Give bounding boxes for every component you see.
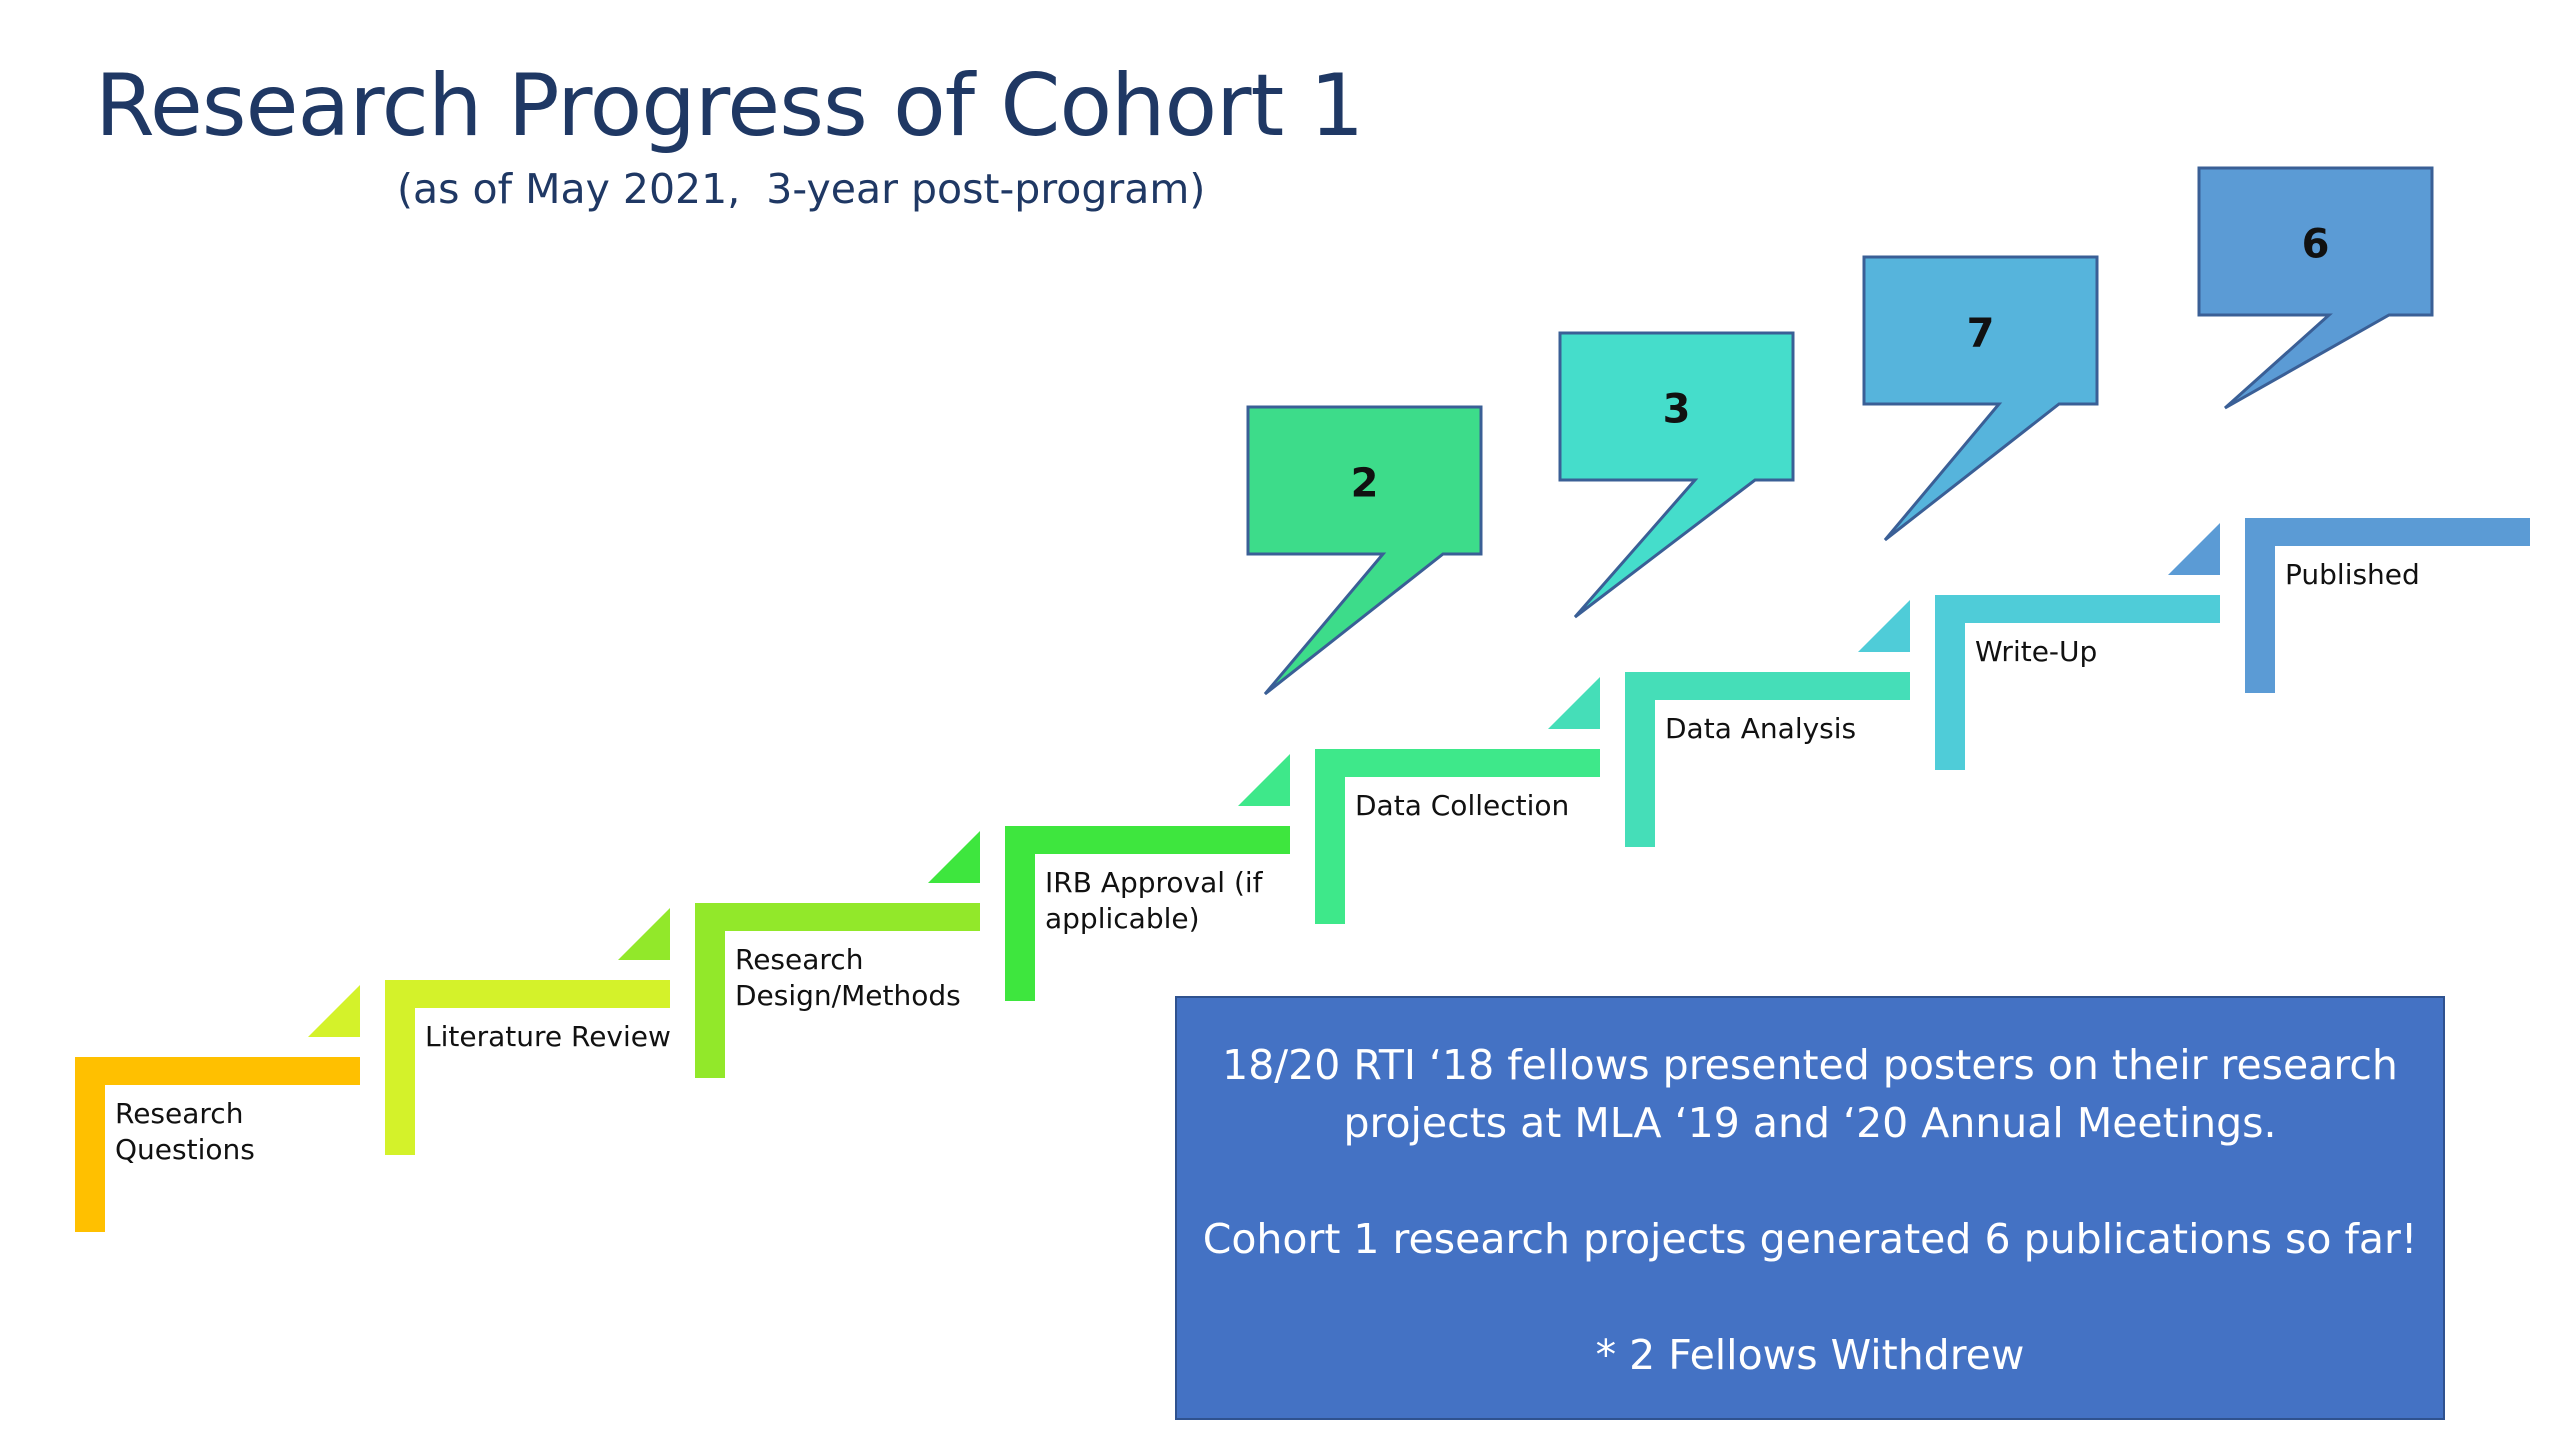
step-leg	[1315, 749, 1345, 924]
callout-number: 6	[2302, 222, 2330, 268]
step-8: Published	[2245, 518, 2530, 693]
step-bar	[1625, 672, 1910, 700]
callout-number: 2	[1351, 461, 1379, 507]
callout-number: 7	[1967, 311, 1995, 357]
step-label-line: Write-Up	[1975, 635, 2097, 668]
callout-4: 6	[2197, 166, 2434, 410]
step-label-line: Questions	[115, 1133, 255, 1166]
step-corner-triangle	[1238, 754, 1290, 806]
callout-bubble	[2197, 166, 2434, 410]
callout-number: 3	[1663, 387, 1691, 433]
step-label: Research Design/Methods	[735, 943, 961, 1012]
callout-1: 2	[1246, 405, 1483, 696]
step-leg	[1005, 826, 1035, 1001]
step-leg	[1625, 672, 1655, 847]
step-label: Published	[2285, 558, 2420, 591]
step-bar	[1935, 595, 2220, 623]
step-leg	[695, 903, 725, 1078]
step-leg	[1935, 595, 1965, 770]
step-corner-triangle	[2168, 523, 2220, 575]
summary-posters-text: 18/20 RTI ‘18 fellows presented posters …	[1222, 1041, 2398, 1147]
step-label: IRB Approval (if applicable)	[1045, 866, 1264, 935]
step-3: Research Design/Methods	[695, 831, 980, 1078]
step-bar	[1005, 826, 1290, 854]
step-label-line: Data Analysis	[1665, 712, 1856, 745]
step-bar	[695, 903, 980, 931]
step-label-line: Published	[2285, 558, 2420, 591]
step-corner-triangle	[618, 908, 670, 960]
step-label: Data Collection	[1355, 789, 1569, 822]
step-5: Data Collection	[1315, 677, 1600, 924]
step-bar	[75, 1057, 360, 1085]
slide-subtitle: (as of May 2021, 3-year post-program)	[397, 165, 1206, 213]
step-corner-triangle	[928, 831, 980, 883]
step-label-line: Design/Methods	[735, 979, 961, 1012]
step-corner-triangle	[1548, 677, 1600, 729]
step-bar	[385, 980, 670, 1008]
step-6: Data Analysis	[1625, 600, 1910, 847]
step-corner-triangle	[308, 985, 360, 1037]
summary-withdrew-text: * 2 Fellows Withdrew	[1595, 1331, 2025, 1379]
step-label: Data Analysis	[1665, 712, 1856, 745]
step-1: Research Questions	[75, 985, 360, 1232]
step-label-line: Research	[115, 1097, 243, 1130]
step-label-line: Research	[735, 943, 863, 976]
step-2: Literature Review	[385, 908, 671, 1155]
step-leg	[385, 980, 415, 1155]
callout-2: 3	[1558, 331, 1795, 619]
step-bar	[2245, 518, 2530, 546]
step-bar	[1315, 749, 1600, 777]
summary-publications-text: Cohort 1 research projects generated 6 p…	[1202, 1215, 2418, 1263]
callout-bubble	[1246, 405, 1483, 696]
callout-3: 7	[1862, 255, 2099, 542]
step-label-line: Literature Review	[425, 1020, 671, 1053]
step-corner-triangle	[1858, 600, 1910, 652]
step-label-line: applicable)	[1045, 902, 1200, 935]
callout-bubble	[1558, 331, 1795, 619]
slide-title: Research Progress of Cohort 1	[95, 56, 1364, 156]
callout-bubble	[1862, 255, 2099, 542]
step-4: IRB Approval (if applicable)	[1005, 754, 1290, 1001]
callouts-layer: 2 3 7 6	[1246, 166, 2434, 696]
summary-box: 18/20 RTI ‘18 fellows presented posters …	[1175, 996, 2445, 1420]
step-leg	[75, 1057, 105, 1232]
step-leg	[2245, 518, 2275, 693]
step-label-line: IRB Approval (if	[1045, 866, 1264, 899]
step-label-line: Data Collection	[1355, 789, 1569, 822]
step-label: Write-Up	[1975, 635, 2097, 668]
step-label: Literature Review	[425, 1020, 671, 1053]
step-label: Research Questions	[115, 1097, 255, 1166]
step-7: Write-Up	[1935, 523, 2220, 770]
